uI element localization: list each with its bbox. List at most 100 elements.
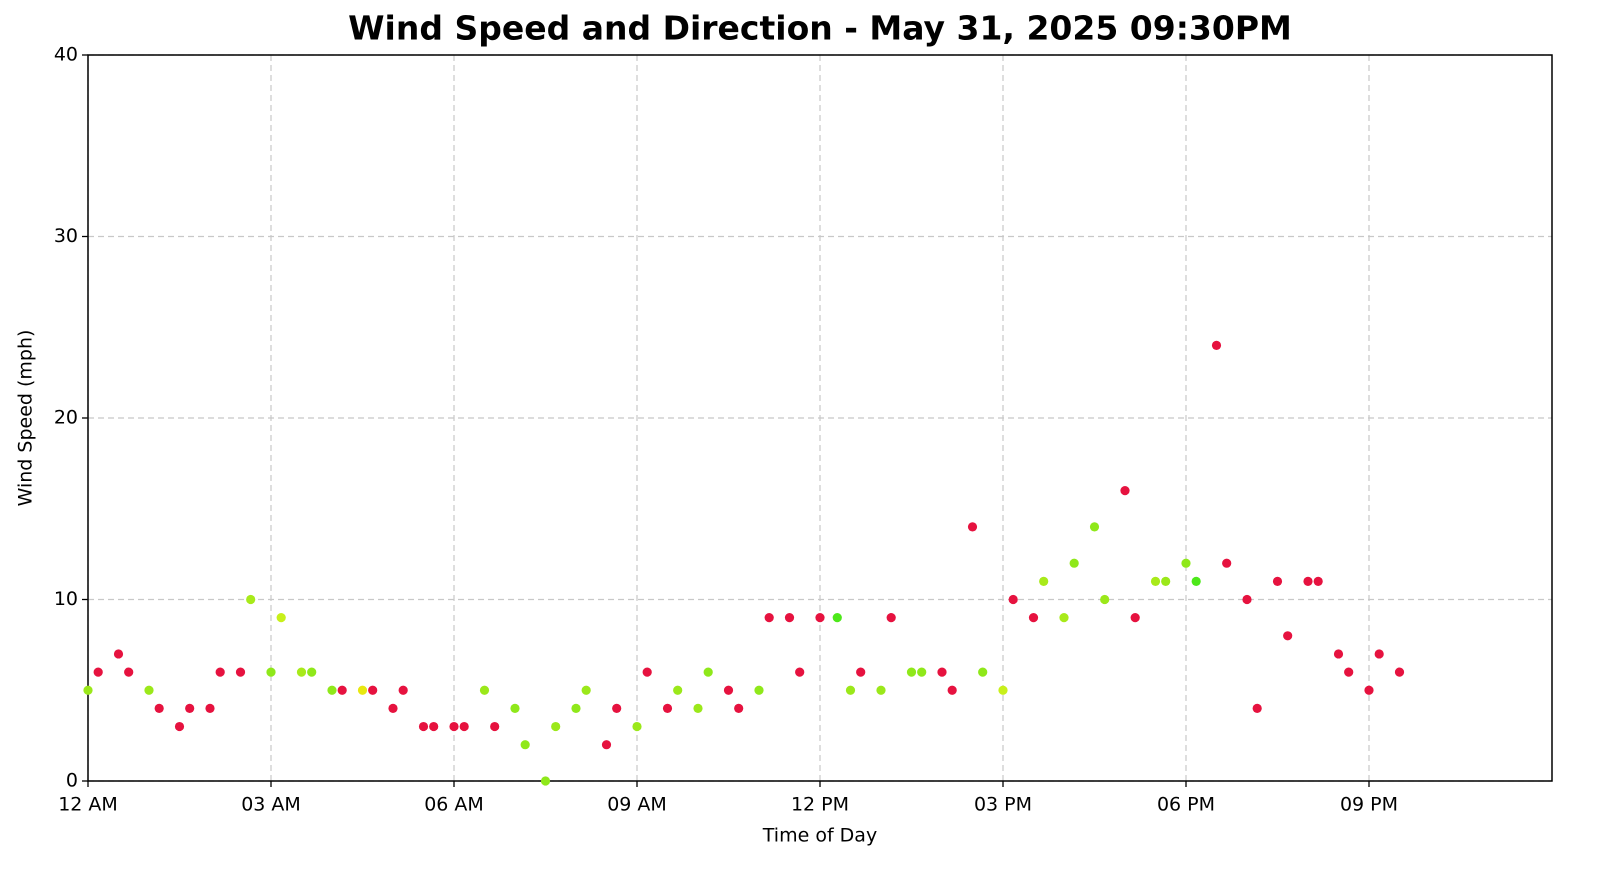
- point: [642, 667, 652, 677]
- point: [784, 613, 795, 623]
- x-tick-label: 06 AM: [424, 794, 484, 816]
- point: [662, 703, 673, 714]
- point: [906, 667, 917, 677]
- point: [93, 667, 103, 677]
- point: [83, 685, 93, 695]
- point: [520, 740, 530, 750]
- point: [673, 685, 683, 695]
- point: [998, 685, 1008, 695]
- point: [144, 685, 154, 695]
- y-tick-label: 0: [66, 770, 78, 792]
- point: [876, 685, 886, 695]
- point: [174, 721, 185, 732]
- point: [1313, 576, 1323, 586]
- point: [205, 703, 215, 714]
- y-tick-label: 40: [54, 44, 78, 66]
- point: [1394, 667, 1405, 677]
- point: [398, 685, 408, 695]
- point: [947, 685, 957, 695]
- point: [388, 703, 398, 714]
- point: [1100, 594, 1110, 605]
- point: [601, 740, 612, 750]
- point: [510, 703, 520, 714]
- y-tick-label: 30: [54, 225, 78, 247]
- point: [1028, 613, 1039, 623]
- x-tick-label: 06 PM: [1157, 794, 1215, 816]
- point: [540, 776, 551, 786]
- point: [845, 685, 856, 695]
- point: [754, 685, 764, 695]
- point: [1283, 631, 1293, 641]
- point: [1242, 594, 1252, 605]
- point: [832, 613, 842, 623]
- point: [1181, 558, 1191, 568]
- point: [815, 613, 825, 623]
- point: [937, 667, 947, 677]
- point: [266, 667, 276, 677]
- point: [581, 685, 591, 695]
- point: [734, 703, 744, 714]
- point: [429, 721, 439, 732]
- point: [1161, 576, 1171, 586]
- point: [327, 685, 337, 695]
- point: [1333, 649, 1344, 659]
- point: [215, 667, 225, 677]
- point: [185, 703, 195, 714]
- point: [632, 721, 642, 732]
- point: [459, 721, 469, 732]
- x-tick-label: 09 AM: [607, 794, 667, 816]
- point: [449, 721, 459, 732]
- y-tick-label: 10: [54, 588, 78, 610]
- point: [1008, 594, 1018, 605]
- point: [368, 685, 378, 695]
- point: [1059, 613, 1069, 623]
- x-tick-label: 03 AM: [241, 794, 301, 816]
- point: [1211, 340, 1222, 350]
- point: [1089, 522, 1100, 532]
- point: [235, 667, 246, 677]
- point: [886, 613, 896, 623]
- chart-title: Wind Speed and Direction - May 31, 2025 …: [348, 9, 1292, 48]
- point: [571, 703, 581, 714]
- point: [1303, 576, 1313, 586]
- point: [479, 685, 490, 695]
- point: [795, 667, 805, 677]
- point: [693, 703, 703, 714]
- point: [113, 649, 124, 659]
- point: [917, 667, 927, 677]
- point: [1191, 576, 1201, 586]
- point: [1150, 576, 1161, 586]
- point: [764, 613, 774, 623]
- x-tick-label: 03 PM: [974, 794, 1032, 816]
- y-tick-label: 20: [54, 407, 78, 429]
- point: [154, 703, 164, 714]
- point: [1069, 558, 1079, 568]
- point: [1130, 613, 1140, 623]
- x-axis-label: Time of Day: [762, 825, 877, 847]
- point: [856, 667, 866, 677]
- point: [967, 522, 978, 532]
- point: [124, 667, 134, 677]
- point: [490, 721, 500, 732]
- point: [703, 667, 713, 677]
- point: [723, 685, 734, 695]
- point: [1344, 667, 1354, 677]
- point: [246, 594, 256, 605]
- point: [1120, 486, 1130, 496]
- x-tick-label: 12 PM: [791, 794, 849, 816]
- point: [1272, 576, 1283, 586]
- x-tick-label: 09 PM: [1340, 794, 1398, 816]
- point: [551, 721, 561, 732]
- point: [307, 667, 317, 677]
- point: [357, 685, 368, 695]
- plot-frame: [87, 54, 1553, 782]
- point: [612, 703, 622, 714]
- point: [418, 721, 429, 732]
- point: [337, 685, 347, 695]
- point: [1252, 703, 1262, 714]
- point: [276, 613, 286, 623]
- point: [978, 667, 988, 677]
- point: [1374, 649, 1384, 659]
- x-tick-label: 12 AM: [58, 794, 118, 816]
